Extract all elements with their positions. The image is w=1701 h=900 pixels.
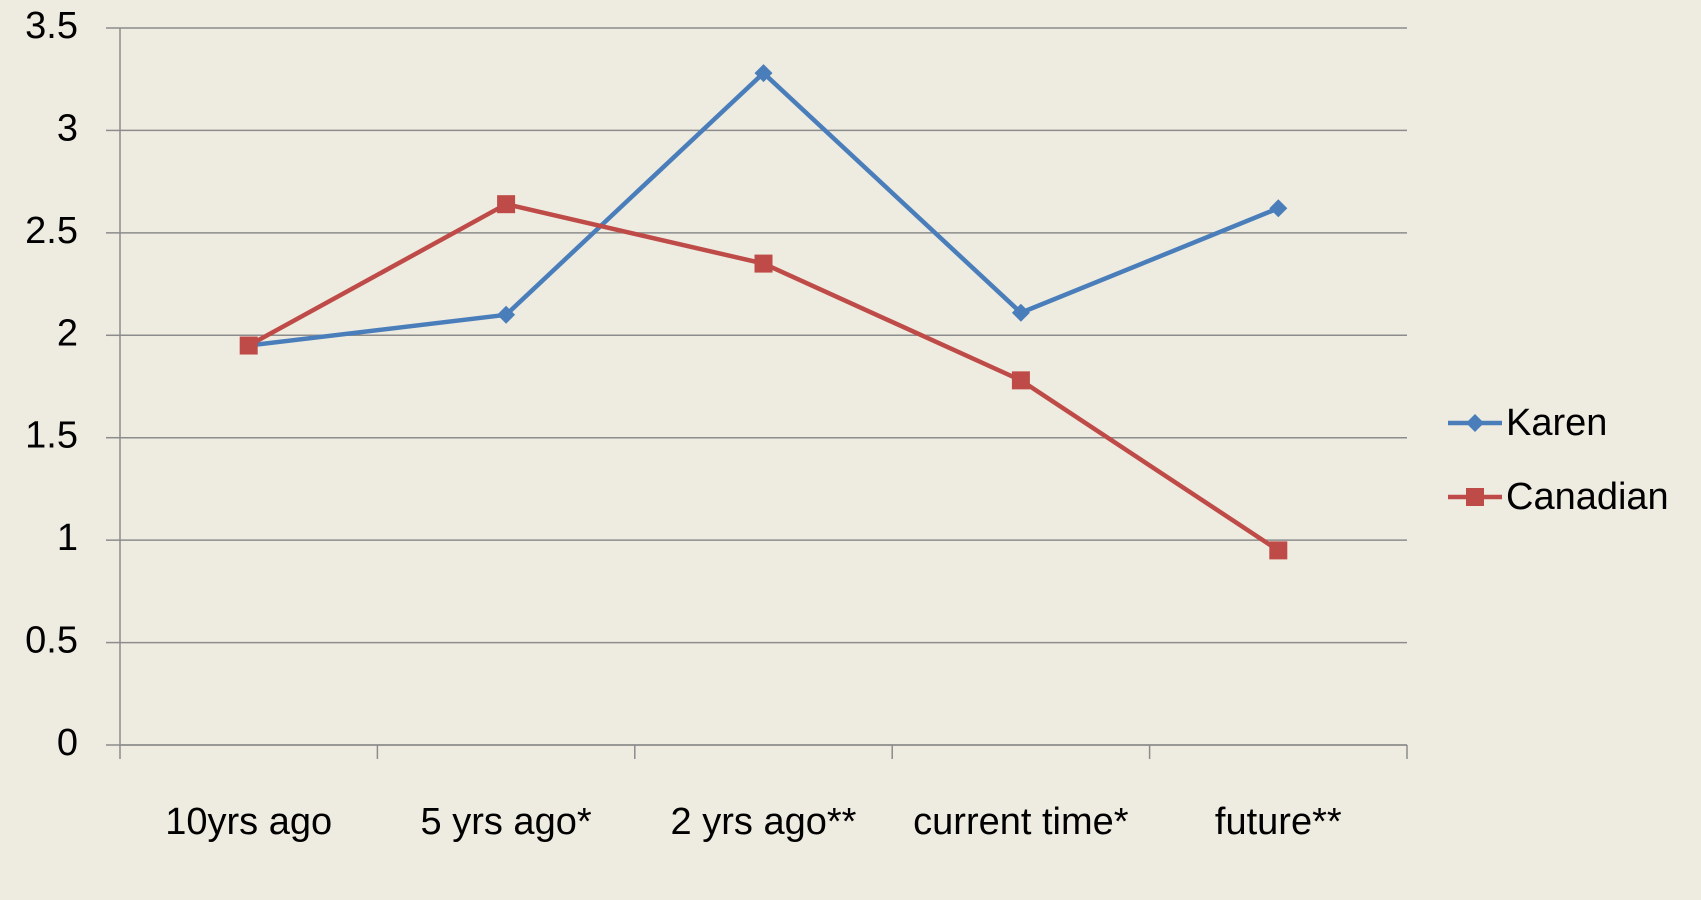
marker xyxy=(497,195,516,214)
y-tick-label: 2 xyxy=(57,312,78,354)
y-tick-label: 1 xyxy=(57,517,78,559)
legend-marker xyxy=(1466,488,1484,506)
series-line xyxy=(248,70,1280,348)
marker xyxy=(239,336,258,355)
x-tick-label: 10yrs ago xyxy=(165,801,333,843)
legend-label: Canadian xyxy=(1506,476,1669,518)
legend-label: Karen xyxy=(1506,402,1607,444)
y-tick-label: 3.5 xyxy=(25,5,78,47)
y-tick-label: 0.5 xyxy=(25,620,78,662)
y-tick-label: 3 xyxy=(57,107,78,149)
x-tick-label: 5 yrs ago* xyxy=(420,801,592,843)
marker xyxy=(1269,199,1288,218)
x-tick-label: future** xyxy=(1214,801,1342,843)
marker xyxy=(754,64,773,83)
marker xyxy=(1011,371,1030,390)
marker xyxy=(1269,541,1288,560)
y-tick-label: 1.5 xyxy=(25,415,78,457)
marker xyxy=(497,305,516,324)
x-tick-label: 2 yrs ago** xyxy=(670,801,857,843)
y-tick-label: 2.5 xyxy=(25,210,78,252)
legend-marker xyxy=(1466,414,1484,432)
x-tick-label: current time* xyxy=(913,801,1129,843)
marker xyxy=(1011,303,1030,322)
marker xyxy=(754,254,773,273)
y-tick-label: 0 xyxy=(57,722,78,764)
